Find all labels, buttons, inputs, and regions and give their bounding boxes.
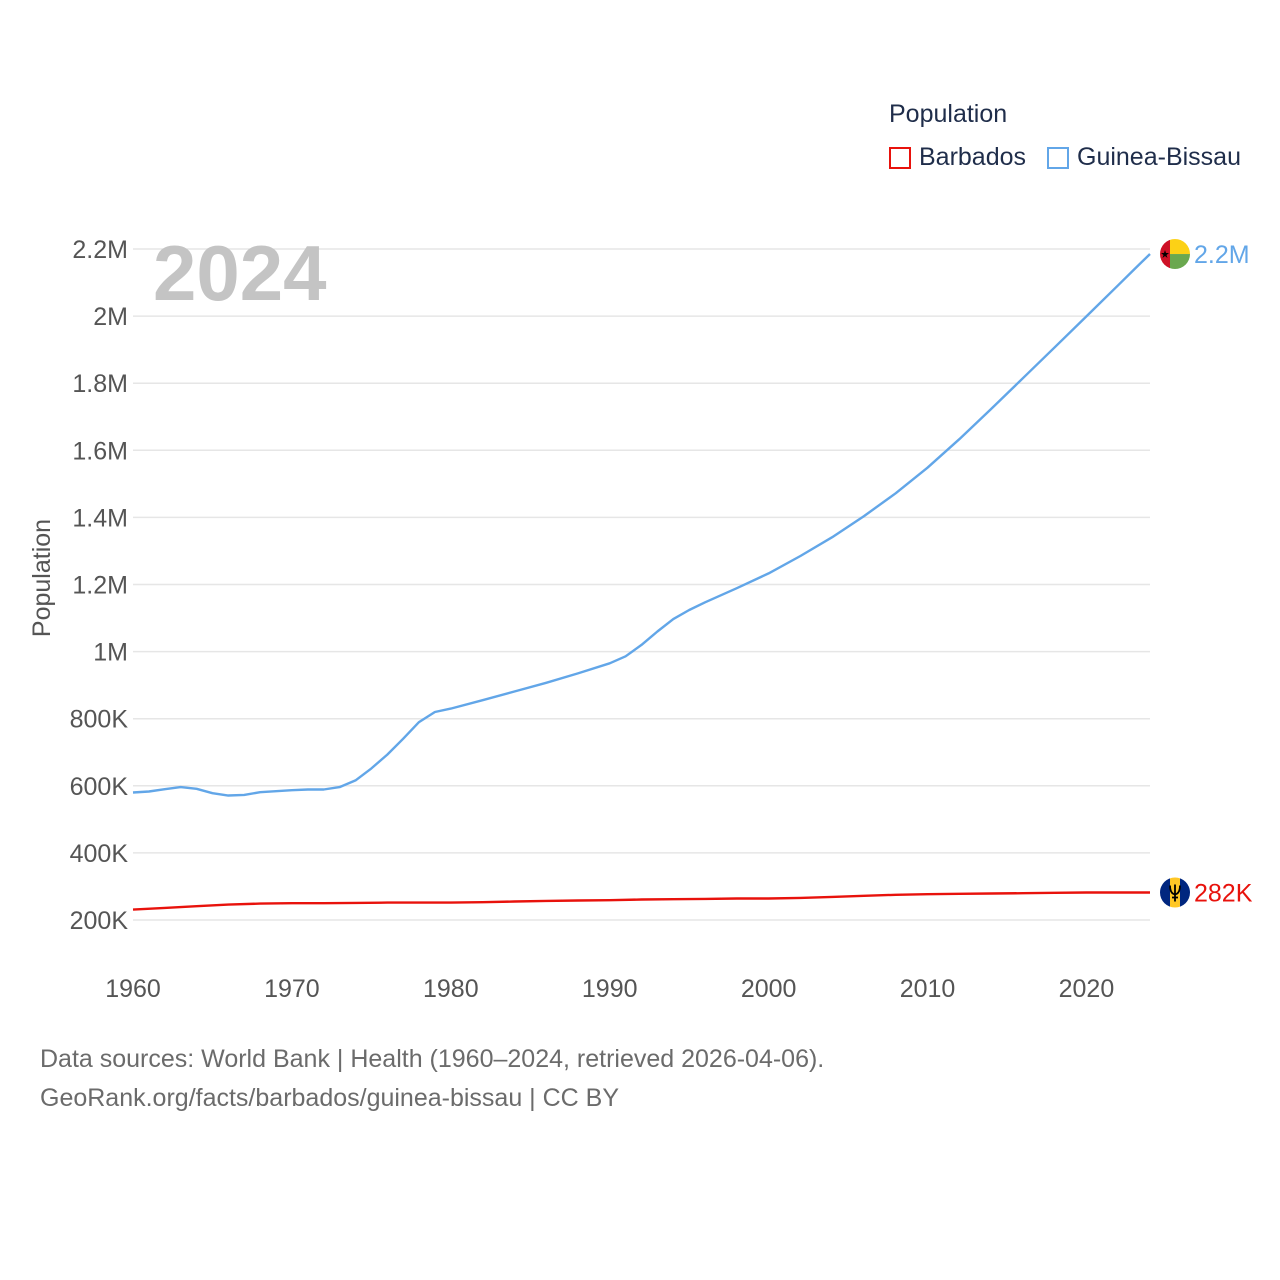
legend-label-barbados: Barbados	[919, 143, 1027, 171]
y-tick-label: 1.6M	[72, 437, 128, 465]
legend-item-barbados[interactable]: Barbados	[889, 143, 1026, 172]
guinea-bissau-flag-icon	[1160, 239, 1190, 270]
footer-url[interactable]: GeoRank.org/facts/barbados/guinea-bissau…	[40, 1084, 620, 1112]
y-tick-label: 600K	[70, 773, 129, 801]
legend-title: Population	[889, 100, 1008, 128]
guinea-bissau-end-label: 2.2M	[1194, 241, 1250, 269]
y-tick-label: 400K	[70, 840, 129, 868]
y-tick-label: 1.2M	[72, 572, 128, 600]
legend-label-guinea-bissau: Guinea-Bissau	[1077, 143, 1241, 171]
y-axis-ticks: 200K 400K 600K 800K 1M 1.2M 1.4M 1.6M 1.8M 2M 2.2M	[70, 236, 129, 935]
y-tick-label: 1M	[93, 639, 128, 667]
footer-sources: Data sources: World Bank | Health (1960–…	[40, 1045, 825, 1073]
y-tick-label: 800K	[70, 706, 129, 734]
x-tick-label: 1980	[423, 975, 479, 1003]
series-lines	[132, 253, 1151, 911]
barbados-flag-icon	[1160, 877, 1190, 908]
x-axis-ticks: 1960 1970 1980 1990 2000 2010 2020	[105, 975, 1114, 1003]
series-line-guinea-bissau[interactable]	[132, 253, 1151, 797]
x-tick-label: 1960	[105, 975, 161, 1003]
y-tick-label: 1.4M	[72, 504, 128, 532]
grid-lines	[133, 248, 1150, 921]
legend-item-guinea-bissau[interactable]: Guinea-Bissau	[1047, 143, 1241, 172]
y-tick-label: 2M	[93, 303, 128, 331]
legend-swatch-guinea-bissau	[1047, 146, 1069, 169]
x-tick-label: 1990	[582, 975, 638, 1003]
x-tick-label: 1970	[264, 975, 320, 1003]
current-year-label: 2024	[153, 229, 327, 317]
barbados-end-label: 282K	[1194, 879, 1253, 907]
y-tick-label: 2.2M	[72, 236, 128, 264]
x-tick-label: 2000	[741, 975, 797, 1003]
legend-swatch-barbados	[889, 146, 911, 169]
x-tick-label: 2010	[900, 975, 956, 1003]
y-axis-label: Population	[28, 519, 56, 637]
series-line-barbados[interactable]	[132, 891, 1150, 911]
y-tick-label: 1.8M	[72, 370, 128, 398]
x-tick-label: 2020	[1059, 975, 1115, 1003]
y-tick-label: 200K	[70, 907, 129, 935]
